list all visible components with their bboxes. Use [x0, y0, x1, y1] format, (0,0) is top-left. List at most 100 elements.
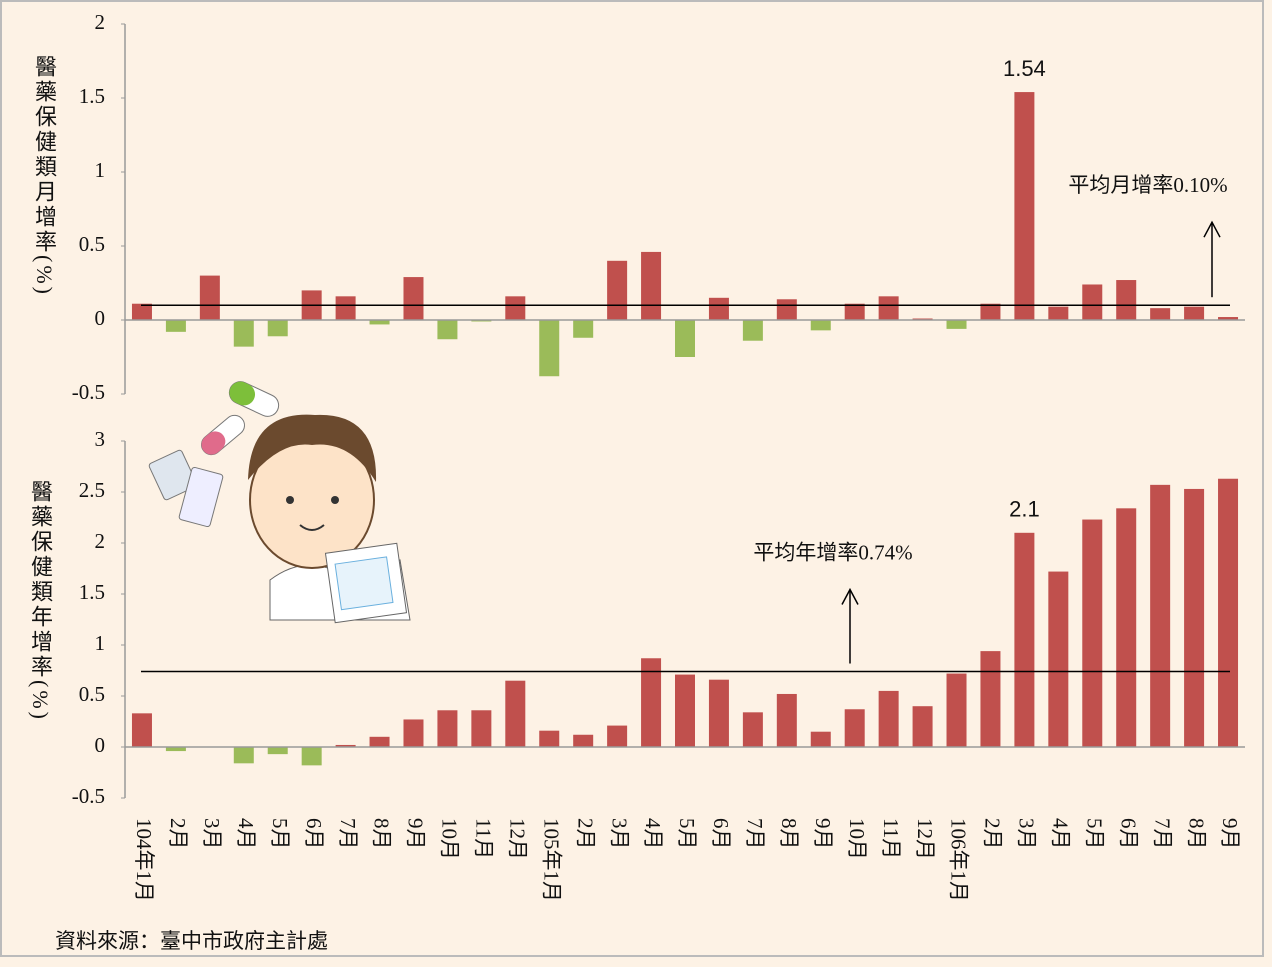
bar — [335, 744, 356, 747]
bar — [1048, 571, 1069, 747]
average-label: 平均年增率0.74% — [753, 540, 912, 564]
bar — [1116, 280, 1137, 320]
x-tick-label: 9月 — [811, 818, 835, 850]
bar — [1218, 317, 1239, 320]
bar — [539, 320, 560, 377]
bar — [573, 734, 594, 747]
bar — [810, 320, 831, 331]
x-tick-label: 4月 — [234, 818, 258, 850]
x-tick-label: 7月 — [1150, 818, 1174, 850]
x-tick-label: 6月 — [302, 818, 326, 850]
x-tick-label: 10月 — [845, 818, 869, 860]
bar — [641, 251, 662, 320]
bar — [505, 680, 526, 747]
bar — [1150, 308, 1171, 320]
x-tick-label: 2月 — [981, 818, 1005, 850]
bar — [199, 275, 220, 320]
bar — [403, 277, 424, 320]
x-tick-label: 7月 — [743, 818, 767, 850]
bar — [233, 320, 254, 347]
x-tick-label: 8月 — [777, 818, 801, 850]
y-tick-label: -0.5 — [72, 380, 105, 404]
x-tick-label: 8月 — [370, 818, 394, 850]
bar — [1218, 478, 1239, 747]
bar — [810, 731, 831, 747]
bar — [708, 297, 729, 320]
bar — [1150, 484, 1171, 747]
bar — [844, 709, 865, 747]
x-tick-label: 4月 — [641, 818, 665, 850]
bar — [878, 296, 899, 320]
y-tick-label: 0.5 — [79, 232, 105, 256]
x-tick-label: 10月 — [438, 818, 462, 860]
y-tick-label: 2 — [95, 529, 106, 553]
bar — [267, 747, 288, 755]
arrow-head — [841, 587, 859, 605]
x-tick-label: 2月 — [573, 818, 597, 850]
x-tick-label: 104年1月 — [132, 818, 156, 902]
y-tick-label: 1 — [95, 158, 106, 182]
x-tick-label: 9月 — [1218, 818, 1242, 850]
bar — [946, 673, 967, 747]
bar — [165, 320, 186, 332]
bar — [878, 690, 899, 747]
bar — [607, 260, 628, 320]
bar — [437, 710, 458, 747]
y-tick-label: 1.5 — [79, 84, 105, 108]
x-tick-label: 6月 — [709, 818, 733, 850]
y-axis-label: 醫藥保健類月增率(%) — [32, 55, 57, 297]
bar — [776, 299, 797, 320]
bar — [335, 296, 356, 320]
bar — [980, 651, 1001, 747]
bar — [742, 320, 763, 341]
average-label: 平均月增率0.10% — [1068, 173, 1227, 197]
x-tick-label: 5月 — [268, 818, 292, 850]
bar — [505, 296, 526, 320]
bar — [403, 719, 424, 747]
x-tick-label: 9月 — [404, 818, 428, 850]
bar — [131, 713, 152, 747]
bar — [1184, 306, 1205, 320]
y-tick-label: 3 — [95, 427, 106, 451]
y-axis-label: 醫藥保健類年增率(%) — [28, 480, 53, 722]
bar — [776, 693, 797, 747]
x-tick-label: 3月 — [200, 818, 224, 850]
bar — [946, 320, 967, 329]
x-tick-label: 4月 — [1049, 818, 1073, 850]
bar — [607, 725, 628, 747]
x-tick-label: 6月 — [1116, 818, 1140, 850]
y-tick-label: 2 — [95, 10, 106, 34]
bar — [980, 303, 1001, 320]
source-note: 資料來源：臺中市政府主計處 — [55, 929, 328, 953]
bar — [301, 747, 322, 766]
bar — [1184, 488, 1205, 747]
x-tick-label: 11月 — [472, 818, 496, 859]
bar — [675, 320, 695, 357]
bar — [675, 674, 695, 747]
bar — [1082, 284, 1103, 320]
bar — [539, 730, 560, 747]
bar — [742, 712, 763, 747]
bar — [165, 747, 186, 752]
x-tick-label: 3月 — [607, 818, 631, 850]
x-tick-label: 11月 — [879, 818, 903, 859]
bar — [708, 679, 729, 747]
y-tick-label: -0.5 — [72, 784, 105, 808]
bar — [233, 747, 254, 764]
y-tick-label: 0 — [95, 306, 106, 330]
bar — [267, 320, 288, 337]
bar — [369, 320, 390, 325]
bar — [131, 303, 152, 320]
x-tick-label: 106年1月 — [947, 818, 971, 902]
x-tick-label: 12月 — [913, 818, 937, 860]
bar — [369, 736, 390, 747]
bar — [1014, 532, 1035, 747]
y-tick-label: 0.5 — [79, 682, 105, 706]
bar — [641, 658, 662, 747]
x-tick-label: 105年1月 — [539, 818, 563, 902]
bar — [471, 710, 492, 747]
bar — [1048, 306, 1069, 320]
bar — [573, 320, 594, 338]
